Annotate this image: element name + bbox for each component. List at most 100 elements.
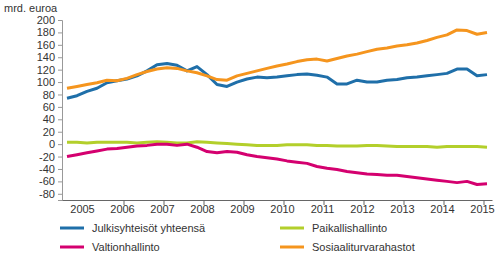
x-tick-label: 2011 [311, 203, 335, 215]
y-tick-label: 100 [37, 76, 55, 88]
y-tick: 0 [49, 138, 62, 150]
y-tick-label: -80 [39, 188, 55, 200]
y-tick-mark [58, 45, 62, 46]
x-tick: 2010 [270, 203, 294, 215]
legend-label: Valtionhallinto [92, 241, 160, 253]
y-axis: -80-60-40-20020406080100120140160180200 [37, 14, 63, 200]
y-tick: 100 [37, 76, 62, 88]
y-tick-label: -20 [39, 151, 55, 163]
y-tick: -60 [39, 175, 62, 187]
y-tick-label: 40 [43, 113, 55, 125]
y-axis-line [58, 21, 63, 201]
y-tick-label: 180 [37, 26, 55, 38]
y-tick: 40 [43, 113, 62, 125]
y-tick-mark [58, 144, 62, 145]
y-tick-mark [58, 57, 62, 58]
y-tick-mark [58, 94, 62, 95]
x-tick-label: 2010 [270, 203, 294, 215]
series-line [67, 63, 487, 98]
y-axis-title: mrd. euroa [4, 2, 58, 14]
x-tick: 2014 [430, 203, 454, 215]
chart: -80-60-40-20020406080100120140160180200m… [0, 0, 500, 260]
x-tick-label: 2005 [70, 203, 94, 215]
x-tick: 2011 [311, 203, 335, 215]
y-tick-label: 0 [49, 138, 55, 150]
y-tick-label: 20 [43, 126, 55, 138]
y-tick-label: 140 [37, 51, 55, 63]
legend-swatch [280, 227, 304, 230]
x-tick: 2009 [230, 203, 254, 215]
y-tick: 140 [37, 51, 62, 63]
year-separator [444, 200, 445, 205]
legend-label: Paikallishallinto [312, 222, 387, 234]
legend-item: Julkisyhteisöt yhteensä [60, 222, 206, 234]
legend: Julkisyhteisöt yhteensä Paikallishallinto… [60, 222, 415, 253]
series-line [67, 30, 487, 88]
x-tick: 2006 [110, 203, 134, 215]
y-tick-mark [58, 70, 62, 71]
x-tick: 2008 [190, 203, 214, 215]
year-separator [244, 200, 245, 205]
y-tick-mark [58, 20, 62, 21]
x-tick: 2012 [350, 203, 374, 215]
y-tick: -40 [39, 163, 62, 175]
y-tick-label: -40 [39, 163, 55, 175]
y-tick-mark [58, 194, 62, 195]
x-axis-line [63, 200, 493, 201]
y-tick: 60 [43, 101, 62, 113]
year-separator [484, 200, 485, 205]
x-tick: 2007 [150, 203, 174, 215]
legend-item: Valtionhallinto [60, 241, 160, 253]
year-separator [204, 200, 205, 205]
legend-label: Sosiaaliturvarahastot [312, 241, 415, 253]
y-tick-label: 80 [43, 89, 55, 101]
legend-swatch [280, 246, 304, 249]
y-tick: 160 [37, 39, 62, 51]
y-tick: 180 [37, 26, 62, 38]
x-tick-label: 2013 [390, 203, 414, 215]
y-tick-mark [58, 32, 62, 33]
x-tick-label: 2014 [430, 203, 454, 215]
x-tick: 2015 [470, 203, 494, 215]
y-tick: -80 [39, 188, 62, 200]
x-tick-label: 2012 [350, 203, 374, 215]
legend-label: Julkisyhteisöt yhteensä [92, 222, 206, 234]
year-separator [404, 200, 405, 205]
x-tick-label: 2007 [150, 203, 174, 215]
y-tick-mark [58, 82, 62, 83]
x-tick-label: 2015 [470, 203, 494, 215]
y-tick-label: 120 [37, 64, 55, 76]
y-tick: 120 [37, 64, 62, 76]
x-axis: 2005 2006 2007 2008 2009 2010 2011 2012 2013 2014… [63, 200, 500, 215]
y-tick-mark [58, 181, 62, 182]
year-separator [364, 200, 365, 205]
y-tick: -20 [39, 151, 62, 163]
y-tick-mark [58, 132, 62, 133]
series-line [67, 144, 487, 184]
year-separator [124, 200, 125, 205]
y-tick-label: 200 [37, 14, 55, 26]
x-tick-label: 2008 [190, 203, 214, 215]
legend-item: Paikallishallinto [280, 222, 387, 234]
y-tick-label: 60 [43, 101, 55, 113]
legend-item: Sosiaaliturvarahastot [280, 241, 415, 253]
y-tick: 20 [43, 126, 62, 138]
y-tick-mark [58, 157, 62, 158]
year-separator [164, 200, 165, 205]
x-tick-label: 2009 [230, 203, 254, 215]
y-tick: 80 [43, 89, 62, 101]
year-separator [284, 200, 285, 205]
y-tick-label: -60 [39, 175, 55, 187]
legend-swatch [60, 227, 84, 230]
x-tick: 2013 [390, 203, 414, 215]
y-tick-label: 160 [37, 39, 55, 51]
y-tick-mark [58, 107, 62, 108]
lines [67, 30, 487, 185]
legend-swatch [60, 246, 84, 249]
year-separator [324, 200, 325, 205]
y-tick: 200 [37, 14, 62, 26]
x-tick-label: 2006 [110, 203, 134, 215]
y-tick-mark [58, 169, 62, 170]
x-tick: 2005 [70, 203, 94, 215]
y-tick-mark [58, 119, 62, 120]
